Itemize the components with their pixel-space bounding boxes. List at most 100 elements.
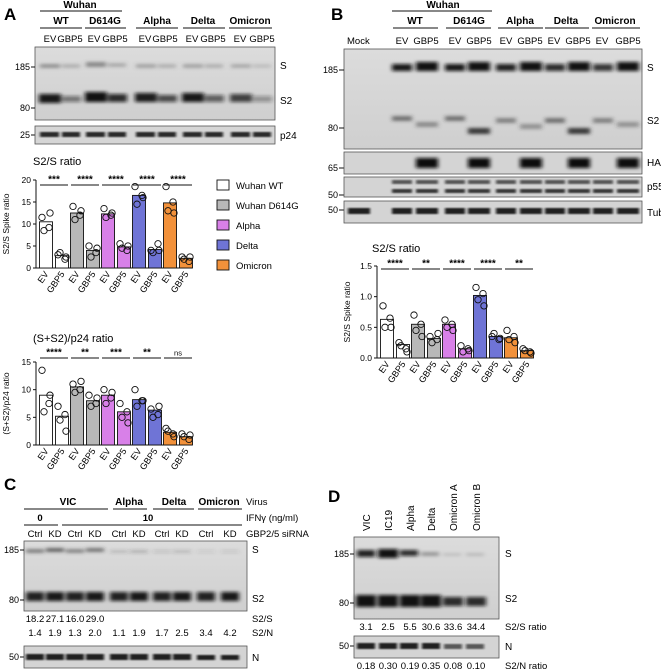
data-point xyxy=(108,209,116,217)
s2s-value: 2.5 xyxy=(381,622,394,633)
data-point xyxy=(386,314,394,322)
svg-text:50: 50 xyxy=(9,652,19,662)
data-point xyxy=(403,348,411,356)
y-tick-label: 1.0 xyxy=(360,292,372,302)
lane-label: KD xyxy=(175,529,188,540)
panel-d: D VIC IC19 Alpha Delta Omicron A Omicron B xyxy=(328,483,547,672)
s2n-value: 1.1 xyxy=(112,628,125,639)
lane-labels: EV GBP5 EV GBP5 EV GBP5 EV GBP5 EV GBP5 xyxy=(44,34,275,45)
lane-label: KD xyxy=(132,529,145,540)
x-tick-label: GBP5 xyxy=(45,446,67,471)
svg-text:EV: EV xyxy=(396,36,409,47)
western-blot-ha-gbp xyxy=(343,151,643,175)
band-label-tubulin: Tubulin xyxy=(647,208,661,219)
bar xyxy=(148,409,162,446)
lane-label: Ctrl xyxy=(28,529,43,540)
data-point xyxy=(133,402,141,410)
mw-markers: 185 80 50 xyxy=(4,545,24,662)
y-axis-label: (S+S2)/p24 ratio xyxy=(1,372,11,434)
lane-label: GBP5 xyxy=(249,34,274,45)
data-point xyxy=(69,380,77,388)
legend-label: Wuhan WT xyxy=(236,181,284,192)
data-point xyxy=(131,386,139,394)
data-point xyxy=(40,408,48,416)
data-point xyxy=(118,413,126,421)
data-point xyxy=(92,248,100,257)
data-point xyxy=(480,302,488,310)
band-label-s: S xyxy=(647,63,654,74)
data-point xyxy=(139,193,147,202)
data-point xyxy=(38,366,46,374)
bar xyxy=(117,411,131,446)
s2n-value: 1.9 xyxy=(48,628,61,639)
svg-text:80: 80 xyxy=(9,595,19,605)
data-point xyxy=(410,311,418,319)
virus-vic: VIC xyxy=(60,497,77,508)
lane-labels: Mock EV GBP5 EV GBP5 EV GBP5 EV GBP5 EV … xyxy=(347,36,641,47)
x-tick-label: GBP5 xyxy=(107,446,129,471)
s2s-value: 18.2 xyxy=(26,614,45,625)
lane-label: EV xyxy=(88,34,101,45)
s2s-value: 30.6 xyxy=(422,622,441,633)
bar xyxy=(148,249,162,269)
legend-label: Alpha xyxy=(236,221,261,232)
lane-label: EV xyxy=(234,34,247,45)
s2n-value: 0.30 xyxy=(379,661,398,672)
data-point xyxy=(519,345,527,353)
strain-header: Delta xyxy=(191,16,216,27)
svg-text:50: 50 xyxy=(328,205,338,215)
western-blot-spike xyxy=(23,540,248,612)
x-tick-label: GBP5 xyxy=(479,359,501,384)
y-tick-label: 10 xyxy=(22,219,32,229)
data-point xyxy=(131,182,139,191)
data-point xyxy=(505,335,513,344)
significance-label: **** xyxy=(170,175,186,186)
strain-header: Omicron xyxy=(229,16,270,27)
data-point xyxy=(154,240,162,248)
data-point xyxy=(61,410,69,419)
legend-label: Delta xyxy=(236,241,259,252)
panel-letter: D xyxy=(328,487,340,506)
significance-label: ** xyxy=(422,259,430,270)
data-point xyxy=(46,391,54,399)
lane-label: GBP5 xyxy=(102,34,127,45)
data-point xyxy=(124,419,132,427)
western-blot-p55 xyxy=(343,176,643,198)
data-point xyxy=(87,402,95,410)
s2n-value: 1.3 xyxy=(68,628,81,639)
data-point xyxy=(479,289,487,298)
data-point xyxy=(62,427,70,435)
data-point xyxy=(162,182,170,191)
s2n-value: 1.4 xyxy=(28,628,41,639)
lane-label: Delta xyxy=(427,507,438,531)
data-point xyxy=(503,326,511,335)
panel-letter: B xyxy=(331,5,343,24)
y-tick-label: 5 xyxy=(26,241,31,251)
s2n-value: 2.0 xyxy=(88,628,101,639)
bar xyxy=(101,394,115,446)
data-point xyxy=(123,408,131,416)
data-point xyxy=(77,207,85,215)
x-tick-label: GBP5 xyxy=(510,359,532,384)
x-tick-label: GBP5 xyxy=(448,359,470,384)
data-point xyxy=(133,200,141,208)
data-point xyxy=(93,394,101,402)
lane-labels: VIC IC19 Alpha Delta Omicron A Omicron B xyxy=(362,483,483,531)
svg-text:185: 185 xyxy=(4,545,19,555)
lane-labels: Ctrl KD Ctrl KD Ctrl KD Ctrl KD Ctrl KD xyxy=(28,529,237,540)
significance-label: *** xyxy=(110,348,122,359)
svg-text:GBP5: GBP5 xyxy=(413,36,438,47)
bar xyxy=(101,213,115,269)
y-tick-label: 20 xyxy=(22,175,32,185)
lane-label: IC19 xyxy=(384,509,395,531)
data-point xyxy=(100,386,108,394)
lane-label: EV xyxy=(186,34,199,45)
band-label-s: S xyxy=(252,545,259,556)
band-label-s: S xyxy=(280,61,287,72)
data-point xyxy=(100,204,108,213)
data-point xyxy=(147,405,155,413)
